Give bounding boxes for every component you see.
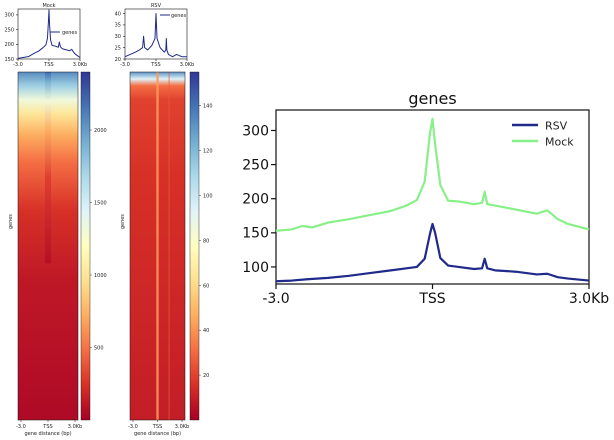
secondary-band — [168, 72, 170, 420]
x-tick-label: -3.0 — [262, 291, 289, 307]
y-tick-label: 35 — [115, 23, 121, 29]
combined-profile-chart: genes 300 250 200 150 100 -3.0 TSS 3.0Kb RSV Mock — [242, 89, 609, 307]
colorbar-tick-label: 40 — [203, 328, 209, 334]
legend-label: genes — [171, 13, 186, 19]
colorbar-tick-label: 20 — [203, 373, 209, 379]
colorbar-tick-label: 60 — [203, 283, 209, 289]
x-tick-label: TSS — [42, 424, 52, 430]
y-tick-label: 300 — [242, 123, 269, 139]
x-tick-label: 3.0Kb — [569, 291, 609, 307]
x-tick-label: -3.0 — [128, 424, 138, 430]
series-line-rsv — [275, 222, 590, 283]
colorbar-tick-label: 140 — [203, 104, 213, 110]
legend-label-mock: Mock — [545, 136, 574, 149]
x-tick-label: -3.0 — [120, 62, 130, 68]
y-tick-label: 30 — [115, 34, 121, 40]
x-axis-label: gene distance (bp) — [24, 431, 71, 437]
colorbar-tick-label: 120 — [203, 149, 213, 155]
x-tick-label: TSS — [152, 424, 162, 430]
x-tick-label: 3.0Kb — [73, 62, 87, 68]
y-tick-label: 200 — [242, 192, 269, 208]
x-tick-label: TSS — [43, 62, 53, 68]
y-tick-label: 250 — [242, 157, 269, 173]
tss-band — [45, 72, 51, 264]
colorbar — [80, 71, 91, 421]
y-tick-label: 200 — [4, 42, 14, 48]
y-tick-label: 250 — [4, 27, 14, 33]
colorbar-tick-label: 1000 — [94, 273, 107, 279]
y-tick-label: 300 — [4, 13, 14, 19]
chart-title: Mock — [42, 3, 55, 9]
legend: RSV Mock — [512, 120, 574, 149]
x-tick-label: 3.0Kb — [175, 424, 189, 430]
y-tick-label: 150 — [242, 226, 269, 242]
legend-label: genes — [62, 30, 77, 36]
colorbar-tick-label: 1500 — [94, 201, 107, 207]
y-tick-label: 100 — [242, 260, 269, 276]
x-tick-label: -3.0 — [16, 424, 26, 430]
series-line-genes — [124, 13, 187, 58]
x-tick-label: TSS — [418, 291, 445, 307]
x-tick-label: 3.0Kb — [180, 62, 194, 68]
chart-title: RSV — [151, 3, 162, 9]
legend-label-rsv: RSV — [545, 120, 568, 133]
tss-band — [156, 72, 159, 420]
y-tick-label: 150 — [4, 57, 14, 63]
x-tick-label: -3.0 — [13, 62, 23, 68]
y-tick-label: 40 — [115, 11, 121, 17]
x-tick-label: TSS — [150, 62, 160, 68]
chart-title: genes — [408, 89, 456, 108]
colorbar-tick-label: 100 — [203, 193, 213, 199]
colorbar-tick-label: 500 — [94, 346, 104, 352]
y-tick-label: 25 — [115, 45, 121, 51]
plot-frame — [275, 109, 590, 285]
series-line-genes — [17, 9, 81, 59]
colorbar-tick-label: 80 — [203, 238, 209, 244]
x-axis-label: gene distance (bp) — [134, 431, 181, 437]
y-axis-label: genes — [8, 214, 14, 229]
series-line-mock — [275, 117, 590, 232]
rsv-profile-chart: RSV 40 35 30 25 20-3.0 TSS 3.0Kb genes — [115, 3, 195, 68]
colorbar-tick-label: 2000 — [94, 128, 107, 134]
y-axis-label: genes — [120, 214, 126, 229]
x-tick-label: 3.0Kb — [68, 424, 82, 430]
mock-profile-chart: Mock 300 250 200 150-3.0 TSS 3.0Kb genes — [4, 3, 87, 68]
y-tick-label: 20 — [115, 57, 121, 63]
colorbar — [189, 71, 200, 421]
